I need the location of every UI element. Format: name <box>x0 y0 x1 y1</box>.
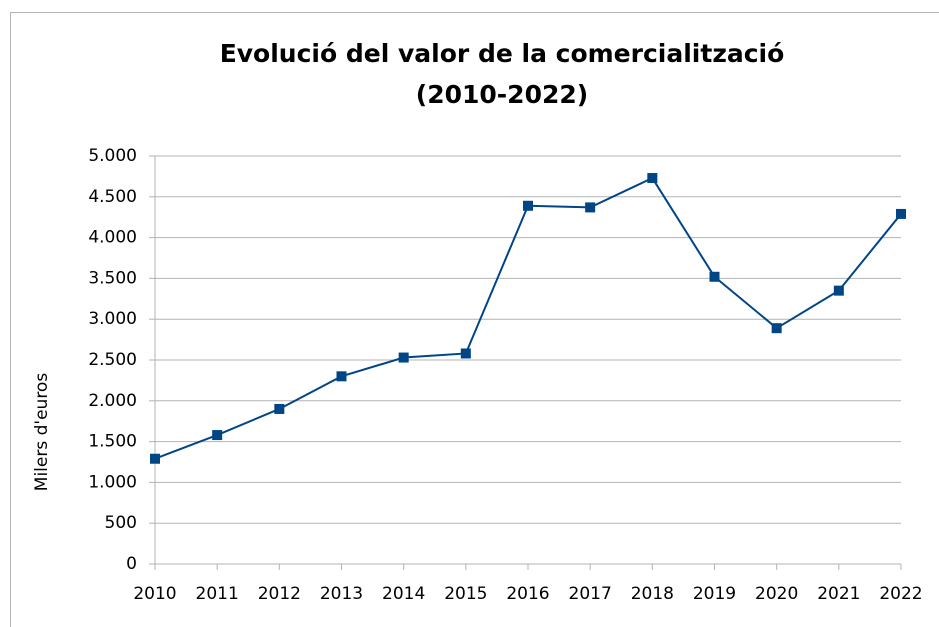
chart-subtitle: (2010-2022) <box>416 80 588 109</box>
x-tick-label: 2022 <box>879 584 922 604</box>
data-point <box>523 200 533 211</box>
y-tick-label: 4.000 <box>88 228 137 248</box>
data-point <box>398 352 409 363</box>
data-point <box>212 430 223 441</box>
y-tick-label: 500 <box>105 513 137 533</box>
data-point <box>460 348 471 359</box>
data-point <box>150 453 160 464</box>
x-tick-label: 2019 <box>693 584 736 604</box>
y-tick-label: 2.500 <box>88 350 137 370</box>
y-tick-label: 1.000 <box>88 472 137 492</box>
x-tick-label: 2020 <box>755 584 798 604</box>
y-tick-label: 4.500 <box>88 187 137 207</box>
y-tick-label: 0 <box>126 554 137 574</box>
data-point <box>771 323 782 334</box>
y-axis-label: Milers d'euros <box>32 373 52 492</box>
y-tick-label: 1.500 <box>88 432 137 452</box>
data-point <box>336 371 347 382</box>
y-tick-label: 2.000 <box>88 391 137 411</box>
x-tick-label: 2013 <box>320 584 363 604</box>
x-tick-label: 2018 <box>631 584 674 604</box>
x-tick-label: 2021 <box>817 584 860 604</box>
y-tick-label: 5.000 <box>88 146 137 166</box>
series-line <box>154 176 902 460</box>
x-tick-label: 2014 <box>382 584 425 604</box>
x-tick-label: 2011 <box>196 584 239 604</box>
y-tick-label: 3.000 <box>88 309 137 329</box>
chart-title: Evolució del valor de la comercialitzaci… <box>220 39 785 68</box>
data-point <box>585 202 596 213</box>
x-tick-label: 2015 <box>444 584 487 604</box>
data-point <box>896 208 906 219</box>
y-tick-label: 3.500 <box>88 268 137 288</box>
data-point <box>274 403 285 414</box>
data-point <box>833 285 844 296</box>
data-point <box>709 271 720 282</box>
x-tick-label: 2012 <box>258 584 301 604</box>
data-point <box>647 173 658 184</box>
x-tick-label: 2016 <box>506 584 549 604</box>
chart-frame <box>10 12 939 627</box>
x-tick-label: 2017 <box>569 584 612 604</box>
x-tick-label: 2010 <box>133 584 176 604</box>
